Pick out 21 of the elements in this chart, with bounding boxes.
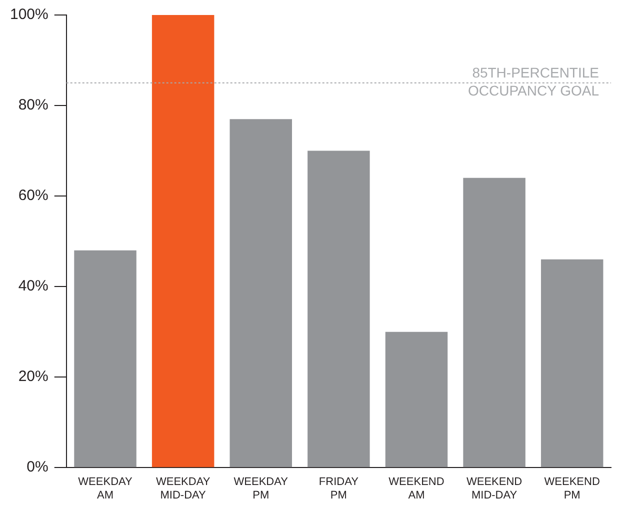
x-tick-label: WEEKEND MID-DAY xyxy=(466,476,522,502)
x-tick-label: WEEKDAY MID-DAY xyxy=(156,476,211,502)
x-tick-label: WEEKDAY PM xyxy=(234,476,289,502)
x-tick-label: WEEKDAY AM xyxy=(78,476,134,502)
ref-line-label: 85TH-PERCENTILE OCCUPANCY GOAL xyxy=(468,64,600,99)
bar xyxy=(308,150,370,468)
y-tick-label: 40% xyxy=(18,278,48,295)
y-tick-label: 20% xyxy=(18,368,48,386)
bar xyxy=(74,250,136,468)
y-tick-label: 100% xyxy=(10,6,48,24)
y-tick-label: 80% xyxy=(18,96,48,114)
bar xyxy=(385,332,448,468)
bar xyxy=(230,119,292,468)
bar xyxy=(540,259,604,468)
x-tick-label: FRIDAY PM xyxy=(318,476,360,502)
y-tick-label: 60% xyxy=(18,187,48,204)
x-tick-label: WEEKEND PM xyxy=(544,476,600,502)
bar xyxy=(152,15,214,468)
x-tick-label: WEEKEND AM xyxy=(388,476,444,502)
y-tick-label: 0% xyxy=(26,458,48,476)
bar xyxy=(463,178,526,468)
